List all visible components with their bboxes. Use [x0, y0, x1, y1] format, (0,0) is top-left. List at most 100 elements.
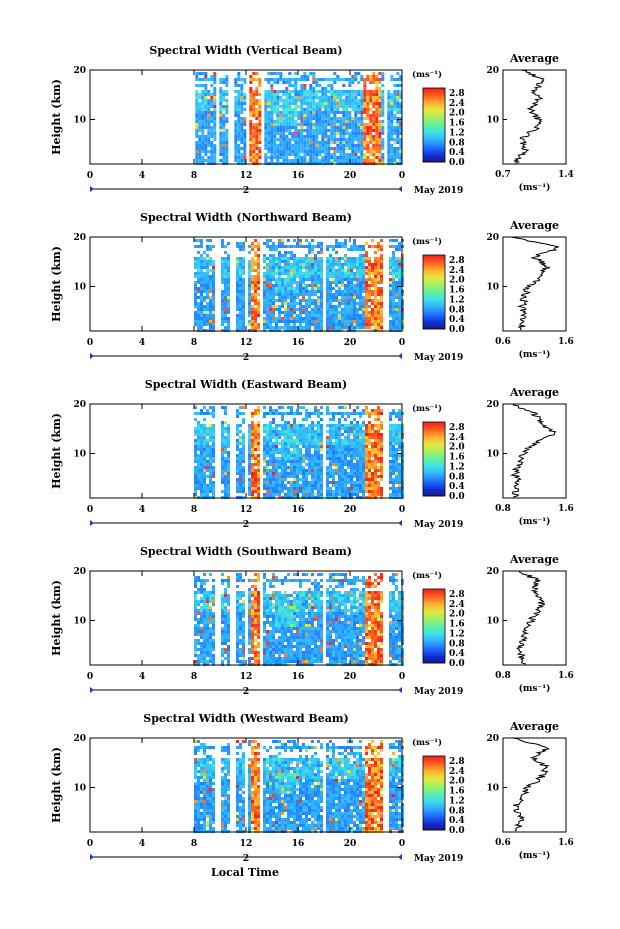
- heatmap-cell: [392, 269, 395, 272]
- heatmap-cell: [354, 144, 358, 147]
- heatmap-cell: [303, 150, 307, 153]
- heatmap-cell: [398, 272, 401, 275]
- heatmap-cell: [372, 153, 376, 156]
- heatmap-cell: [336, 75, 340, 78]
- heatmap-cell: [392, 320, 395, 323]
- heatmap-cell: [374, 263, 377, 266]
- heatmap-cell: [201, 129, 205, 132]
- heatmap-cell: [278, 487, 281, 490]
- y-axis-label: Height (km): [50, 413, 63, 489]
- heatmap-cell: [315, 153, 319, 156]
- heatmap-cell: [296, 451, 299, 454]
- heatmap-cell: [272, 269, 275, 272]
- heatmap-cell: [207, 150, 211, 153]
- heatmap-cell: [306, 78, 310, 81]
- heatmap-cell: [335, 305, 338, 308]
- heatmap-cell: [320, 326, 323, 329]
- heatmap-cell: [362, 442, 365, 445]
- heatmap-cell: [311, 442, 314, 445]
- heatmap-cell: [333, 90, 337, 93]
- heatmap-cell: [320, 454, 323, 457]
- heatmap-cell: [299, 242, 302, 245]
- heatmap-cell: [398, 424, 401, 427]
- heatmap-cell: [317, 448, 320, 451]
- heatmap-cell: [308, 454, 311, 457]
- heatmap-cell: [366, 117, 370, 120]
- heatmap-cell: [305, 293, 308, 296]
- colorbar-segment: [423, 296, 445, 300]
- heatmap-cell: [341, 463, 344, 466]
- heatmap-cell: [197, 290, 200, 293]
- heatmap-cell: [281, 448, 284, 451]
- heatmap-cell: [302, 475, 305, 478]
- heatmap-cell: [266, 290, 269, 293]
- heatmap-cell: [203, 272, 206, 275]
- heatmap-cell: [203, 472, 206, 475]
- heatmap-cell: [267, 132, 271, 135]
- heatmap-cell: [377, 326, 380, 329]
- heatmap-cell: [390, 102, 394, 105]
- heatmap-cell: [252, 132, 256, 135]
- heatmap-cell: [381, 147, 385, 150]
- heatmap-cell: [359, 323, 362, 326]
- heatmap-cell: [398, 311, 401, 314]
- average-profile-line: [511, 236, 559, 331]
- heatmap-cell: [365, 484, 368, 487]
- heatmap-cell: [335, 457, 338, 460]
- heatmap-cell: [252, 72, 256, 75]
- heatmap-cell: [380, 275, 383, 278]
- heatmap-cell: [315, 93, 319, 96]
- heatmap-cell: [365, 278, 368, 281]
- heatmap-cell: [243, 108, 247, 111]
- heatmap-cell: [324, 126, 328, 129]
- heatmap-cell: [359, 439, 362, 442]
- heatmap-cell: [197, 484, 200, 487]
- heatmap-cell: [237, 108, 241, 111]
- heatmap-cell: [266, 490, 269, 493]
- colorbar-segment: [423, 255, 445, 258]
- heatmap-cell: [251, 436, 254, 439]
- heatmap-cell: [359, 281, 362, 284]
- heatmap-cell: [387, 153, 391, 156]
- heatmap-cell: [239, 406, 242, 409]
- heatmap-cell: [380, 487, 383, 490]
- heatmap-cell: [203, 436, 206, 439]
- x-tick-label: 20: [344, 505, 357, 515]
- heatmap-cell: [380, 448, 383, 451]
- heatmap-cell: [281, 278, 284, 281]
- heatmap-cell: [350, 314, 353, 317]
- heatmap-cell: [326, 305, 329, 308]
- heatmap-cell: [254, 433, 257, 436]
- heatmap-cell: [227, 442, 230, 445]
- heatmap-cell: [321, 123, 325, 126]
- heatmap-cell: [269, 439, 272, 442]
- heatmap-cell: [212, 436, 215, 439]
- heatmap-cell: [284, 427, 287, 430]
- heatmap-cell: [227, 272, 230, 275]
- heatmap-cell: [294, 147, 298, 150]
- heatmap-cell: [305, 484, 308, 487]
- colorbar-segment: [423, 110, 445, 114]
- heatmap-cell: [284, 320, 287, 323]
- heatmap-cell: [281, 320, 284, 323]
- heatmap-cell: [390, 117, 394, 120]
- heatmap-cell: [398, 427, 401, 430]
- heatmap-cell: [374, 296, 377, 299]
- heatmap-cell: [296, 433, 299, 436]
- heatmap-cell: [332, 475, 335, 478]
- heatmap-cell: [219, 147, 223, 150]
- heatmap-cell: [398, 308, 401, 311]
- heatmap-cell: [390, 123, 394, 126]
- heatmap-cell: [344, 257, 347, 260]
- heatmap-cell: [269, 457, 272, 460]
- heatmap-cell: [356, 433, 359, 436]
- heatmap-cell: [374, 481, 377, 484]
- heatmap-cell: [365, 409, 368, 412]
- heatmap-cell: [269, 481, 272, 484]
- heatmap-cell: [312, 111, 316, 114]
- heatmap-cell: [293, 290, 296, 293]
- heatmap-cell: [332, 326, 335, 329]
- heatmap-cell: [311, 478, 314, 481]
- heatmap-cell: [365, 463, 368, 466]
- heatmap-cell: [254, 478, 257, 481]
